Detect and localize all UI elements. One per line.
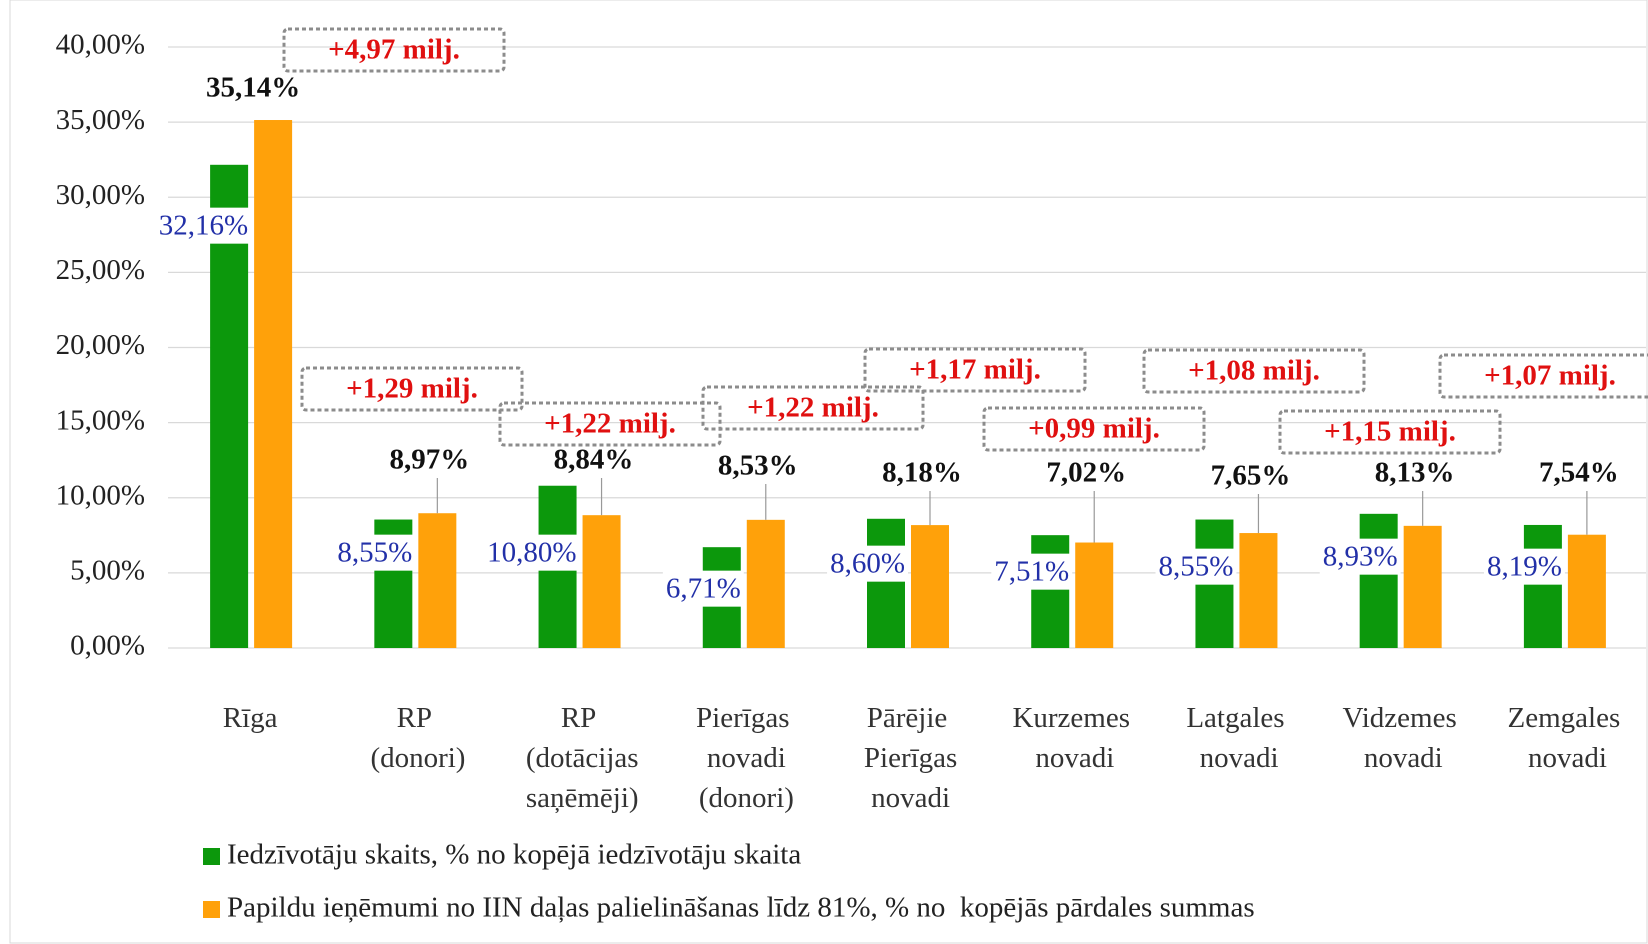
annotation-box	[498, 401, 722, 447]
annotation-box	[982, 406, 1206, 452]
bar	[1075, 542, 1114, 648]
data-label: 8,18%	[882, 457, 962, 489]
y-tick-label: 0,00%	[70, 630, 145, 662]
data-label: 6,71%	[666, 573, 741, 605]
data-label: 8,19%	[1487, 551, 1562, 583]
bar	[1359, 513, 1398, 648]
annotation-box	[1142, 348, 1366, 394]
annotation: +4,97 milj.	[328, 34, 460, 66]
data-label: 7,65%	[1211, 460, 1291, 492]
label-background	[1155, 548, 1237, 585]
annotation-box	[863, 347, 1087, 393]
bar	[1403, 525, 1442, 648]
y-tick-label: 35,00%	[56, 104, 145, 136]
data-label: 8,13%	[1375, 457, 1455, 489]
y-tick-label: 10,00%	[56, 479, 145, 511]
legend-label: Iedzīvotāju skaits, % no kopējā iedzīvot…	[227, 839, 801, 871]
label-background	[1483, 548, 1565, 585]
y-tick-label: 40,00%	[56, 29, 145, 61]
data-label: 8,60%	[830, 548, 905, 580]
data-label: 7,54%	[1539, 457, 1619, 489]
y-tick-label: 20,00%	[56, 329, 145, 361]
legend-label: Papildu ieņēmumi no IIN daļas palielināš…	[227, 892, 1255, 924]
label-background	[484, 534, 580, 571]
annotation: +1,07 milj.	[1484, 360, 1616, 392]
data-label: 35,14%	[206, 72, 300, 104]
annotation: +1,22 milj.	[544, 408, 676, 440]
bar	[746, 519, 785, 648]
data-label: 8,53%	[718, 450, 798, 482]
data-label: 8,55%	[1159, 551, 1234, 583]
annotation: +0,99 milj.	[1028, 413, 1160, 445]
bar	[418, 513, 457, 648]
y-tick-label: 30,00%	[56, 179, 145, 211]
bar	[1031, 535, 1070, 648]
label-background	[155, 207, 252, 244]
bar	[254, 120, 293, 649]
annotation-box	[1278, 409, 1502, 455]
x-tick-label: Latgales novadi	[1186, 702, 1284, 774]
label-background	[1319, 538, 1401, 575]
data-label: 8,97%	[389, 444, 469, 476]
annotation: +1,15 milj.	[1324, 416, 1456, 448]
x-tick-label: Kurzemes novadi	[1012, 702, 1130, 774]
y-tick-label: 15,00%	[56, 404, 145, 436]
annotation: +1,17 milj.	[909, 354, 1041, 386]
label-background	[827, 545, 908, 582]
annotation-box	[1438, 353, 1648, 399]
annotation: +1,08 milj.	[1188, 355, 1320, 387]
x-tick-label: Pierīgas novadi (donori)	[692, 702, 794, 814]
bar	[1523, 524, 1562, 648]
y-tick-label: 5,00%	[70, 555, 145, 587]
label-background	[662, 570, 744, 607]
annotation: +1,29 milj.	[346, 373, 478, 405]
annotation-box	[300, 366, 524, 412]
x-tick-label: Vidzemes novadi	[1343, 702, 1457, 774]
y-tick-label: 25,00%	[56, 254, 145, 286]
data-label: 8,55%	[337, 537, 412, 569]
label-background	[991, 553, 1073, 590]
annotation-box	[701, 385, 925, 431]
legend-swatch	[203, 901, 220, 918]
annotation: +1,22 milj.	[747, 392, 879, 424]
x-tick-label: RP (dotācijas saņēmēji)	[519, 702, 639, 814]
bar	[867, 518, 905, 648]
x-tick-label: Pārējie Pierīgas novadi	[857, 702, 958, 814]
label-background	[334, 534, 416, 571]
x-tick-label: Rīga	[223, 702, 278, 734]
x-tick-label: Zemgales novadi	[1508, 702, 1621, 774]
data-label: 7,51%	[994, 556, 1069, 588]
bar	[582, 515, 621, 648]
bar	[1567, 534, 1606, 648]
legend-swatch	[203, 848, 220, 865]
x-tick-label: RP (donori)	[363, 702, 465, 774]
data-label: 8,84%	[554, 444, 634, 476]
bar	[210, 164, 249, 648]
data-label: 8,93%	[1323, 541, 1398, 573]
bar	[1239, 533, 1278, 648]
annotation-box	[282, 27, 506, 73]
data-label: 7,02%	[1046, 457, 1126, 489]
data-label: 32,16%	[159, 210, 248, 242]
bar	[911, 525, 949, 648]
data-label: 10,80%	[487, 537, 576, 569]
